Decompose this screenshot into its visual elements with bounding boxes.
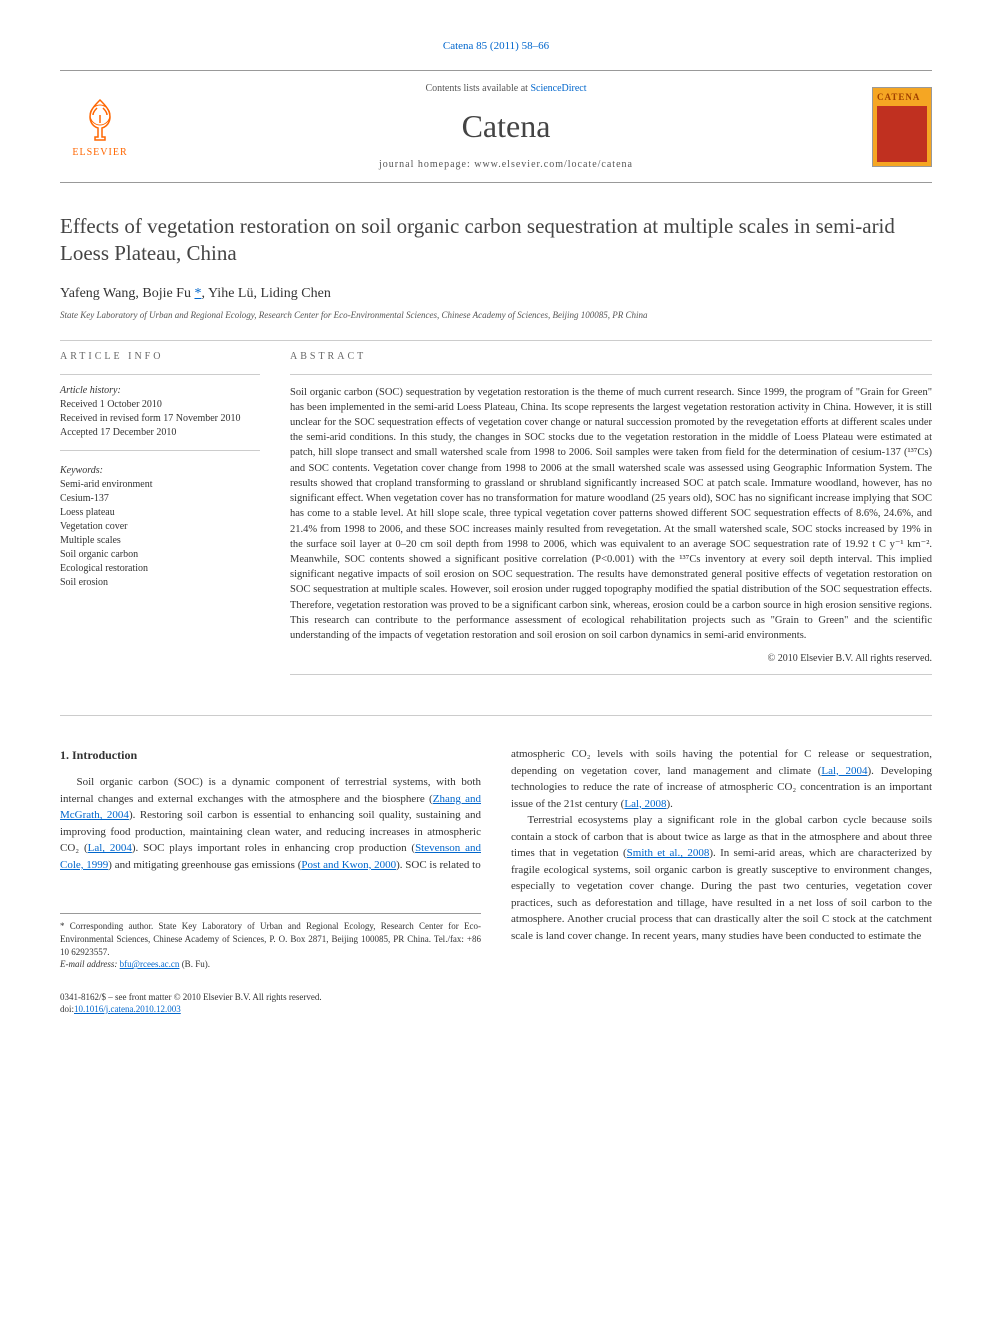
body-column-right: atmospheric CO₂ levels with soils having… — [511, 746, 932, 1016]
banner-center: Contents lists available at ScienceDirec… — [140, 83, 872, 170]
keyword: Soil erosion — [60, 576, 260, 590]
footnote-block: * Corresponding author. State Key Labora… — [60, 913, 481, 970]
body-paragraph: Terrestrial ecosystems play a significan… — [511, 812, 932, 944]
divider — [60, 340, 932, 341]
keyword: Loess plateau — [60, 506, 260, 520]
body-text: ) and mitigating greenhouse gas emission… — [108, 859, 301, 871]
corresponding-author-footnote: * Corresponding author. State Key Labora… — [60, 920, 481, 958]
abstract-heading: ABSTRACT — [290, 351, 932, 362]
email-line: E-mail address: bfu@rcees.ac.cn (B. Fu). — [60, 958, 481, 971]
keyword: Soil organic carbon — [60, 548, 260, 562]
body-text: ). In semi-arid areas, which are charact… — [511, 847, 932, 942]
doi-link[interactable]: 10.1016/j.catena.2010.12.003 — [74, 1004, 181, 1014]
keyword: Semi-arid environment — [60, 478, 260, 492]
cover-image — [877, 106, 927, 162]
history-line: Received 1 October 2010 — [60, 398, 260, 412]
body-paragraph: Soil organic carbon (SOC) is a dynamic c… — [60, 774, 481, 873]
keyword: Multiple scales — [60, 534, 260, 548]
elsevier-text: ELSEVIER — [72, 147, 127, 158]
info-abstract-row: ARTICLE INFO Article history: Received 1… — [60, 351, 932, 686]
journal-homepage: journal homepage: www.elsevier.com/locat… — [140, 159, 872, 170]
divider — [60, 374, 260, 375]
doi-prefix: doi: — [60, 1004, 74, 1014]
article-info-column: ARTICLE INFO Article history: Received 1… — [60, 351, 260, 686]
reference-link[interactable]: Lal, 2004 — [821, 765, 867, 777]
journal-cover-thumbnail[interactable]: CATENA — [872, 87, 932, 167]
keyword: Ecological restoration — [60, 562, 260, 576]
abstract-text: Soil organic carbon (SOC) sequestration … — [290, 385, 932, 644]
contents-available: Contents lists available at ScienceDirec… — [140, 83, 872, 94]
body-text: Soil organic carbon (SOC) is a dynamic c… — [60, 776, 481, 805]
keyword: Vegetation cover — [60, 520, 260, 534]
reference-link[interactable]: Post and Kwon, 2000 — [301, 859, 396, 871]
authors-line: Yafeng Wang, Bojie Fu *, Yihe Lü, Liding… — [60, 286, 932, 302]
email-suffix: (B. Fu). — [179, 959, 210, 969]
elsevier-logo[interactable]: ELSEVIER — [60, 87, 140, 167]
abstract-copyright: © 2010 Elsevier B.V. All rights reserved… — [290, 653, 932, 664]
keyword: Cesium-137 — [60, 492, 260, 506]
email-link[interactable]: bfu@rcees.ac.cn — [120, 959, 180, 969]
body-columns: 1. Introduction Soil organic carbon (SOC… — [60, 746, 932, 1016]
authors-part2: , Yihe Lü, Liding Chen — [201, 286, 330, 301]
sciencedirect-link[interactable]: ScienceDirect — [530, 83, 586, 94]
divider — [60, 715, 932, 716]
article-title: Effects of vegetation restoration on soi… — [60, 213, 932, 268]
doi-block: 0341-8162/$ – see front matter © 2010 El… — [60, 991, 481, 1016]
history-label: Article history: — [60, 385, 260, 396]
keywords-label: Keywords: — [60, 465, 260, 476]
elsevier-tree-icon — [75, 95, 125, 145]
body-text: ). — [667, 798, 673, 810]
history-line: Accepted 17 December 2010 — [60, 426, 260, 440]
body-column-left: 1. Introduction Soil organic carbon (SOC… — [60, 746, 481, 1016]
divider — [290, 374, 932, 375]
history-line: Received in revised form 17 November 201… — [60, 412, 260, 426]
divider — [60, 450, 260, 451]
author-affiliation: State Key Laboratory of Urban and Region… — [60, 310, 932, 320]
cover-title: CATENA — [877, 92, 927, 102]
journal-name: Catena — [140, 108, 872, 145]
body-paragraph: atmospheric CO₂ levels with soils having… — [511, 746, 932, 812]
reference-link[interactable]: Lal, 2004 — [88, 842, 132, 854]
section-heading: 1. Introduction — [60, 746, 481, 764]
reference-link[interactable]: Smith et al., 2008 — [627, 847, 710, 859]
contents-prefix: Contents lists available at — [425, 83, 530, 94]
article-info-heading: ARTICLE INFO — [60, 351, 260, 362]
doi-line: doi:10.1016/j.catena.2010.12.003 — [60, 1003, 481, 1016]
body-text: ). SOC is related to — [396, 859, 481, 871]
reference-link[interactable]: Lal, 2008 — [624, 798, 666, 810]
front-matter-line: 0341-8162/$ – see front matter © 2010 El… — [60, 991, 481, 1004]
divider — [290, 674, 932, 675]
email-label: E-mail address: — [60, 959, 120, 969]
keywords-block: Keywords: Semi-arid environment Cesium-1… — [60, 465, 260, 590]
abstract-column: ABSTRACT Soil organic carbon (SOC) seque… — [290, 351, 932, 686]
body-text: ). SOC plays important roles in enhancin… — [132, 842, 415, 854]
authors-part1: Yafeng Wang, Bojie Fu — [60, 286, 194, 301]
citation-header[interactable]: Catena 85 (2011) 58–66 — [60, 40, 932, 52]
journal-banner: ELSEVIER Contents lists available at Sci… — [60, 70, 932, 183]
